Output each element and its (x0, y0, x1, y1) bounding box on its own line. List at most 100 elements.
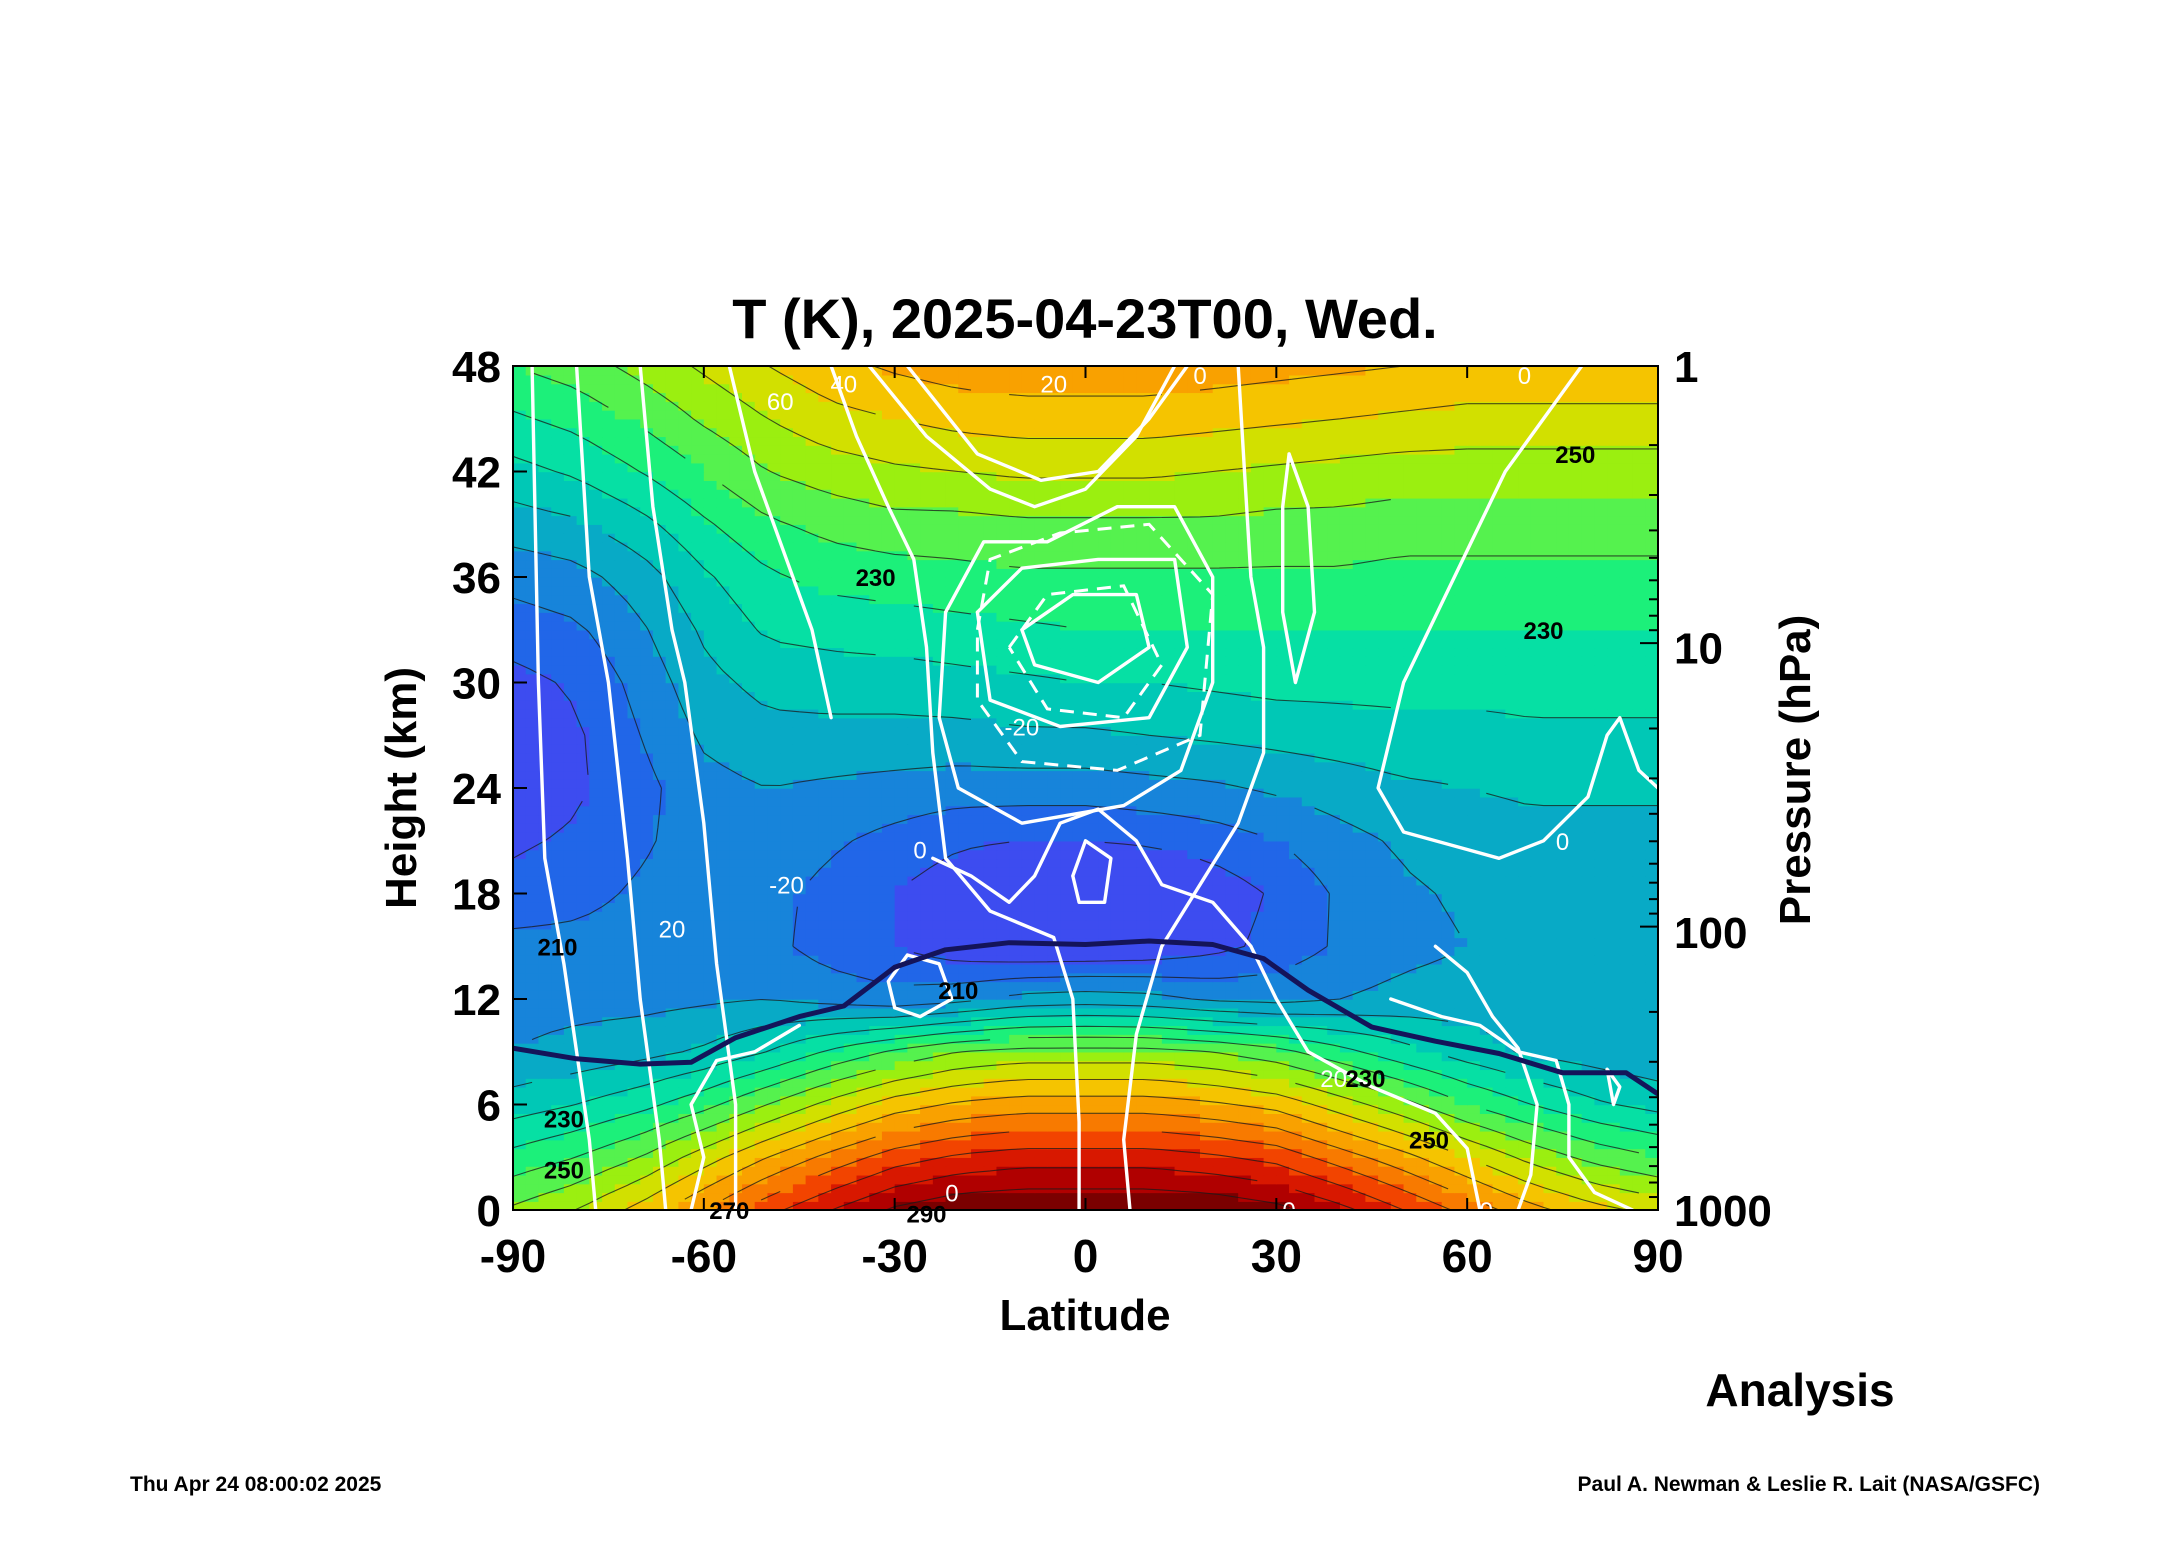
heat-cell (1187, 1157, 1201, 1167)
heat-cell (958, 1201, 972, 1210)
heat-cell (1556, 831, 1570, 842)
heat-cell (1632, 1069, 1646, 1079)
heat-cell (1098, 1174, 1112, 1185)
heat-cell (1556, 999, 1570, 1009)
heat-cell (1200, 875, 1214, 886)
heat-cell (805, 893, 820, 903)
heat-cell (563, 1201, 578, 1210)
heat-cell (1060, 999, 1074, 1009)
heat-cell (780, 1025, 794, 1035)
heat-cell (1530, 972, 1545, 983)
heat-cell (932, 1016, 947, 1027)
heat-cell (1352, 1201, 1367, 1210)
heat-cell (563, 796, 578, 807)
heat-cell (856, 752, 870, 763)
heat-cell (1060, 893, 1074, 903)
heat-cell (1238, 761, 1252, 772)
heat-cell (1365, 1122, 1379, 1132)
heat-cell (1136, 928, 1150, 939)
heat-cell (1594, 928, 1608, 939)
heat-cell (1543, 761, 1557, 772)
heat-cell (551, 999, 565, 1009)
heat-cell (1543, 805, 1557, 816)
heat-cell (1581, 805, 1596, 816)
heat-cell (1200, 1095, 1214, 1106)
heat-cell (818, 814, 832, 824)
heat-cell (1263, 919, 1278, 930)
heat-cell (1238, 884, 1252, 895)
heat-cell (1568, 779, 1583, 789)
heat-cell (869, 1086, 883, 1097)
heat-cell (1581, 849, 1596, 860)
heat-cell (996, 1201, 1010, 1210)
heat-cell (1123, 902, 1138, 912)
heat-cell (1225, 1148, 1239, 1158)
heat-cell (729, 884, 743, 895)
heat-cell (1467, 911, 1481, 921)
heat-cell (1365, 788, 1379, 798)
heat-cell (767, 840, 781, 851)
heat-cell (945, 1192, 959, 1202)
heat-cell (614, 823, 629, 833)
heat-cell (1378, 1007, 1392, 1018)
heat-cell (1378, 770, 1392, 780)
heat-cell (1212, 981, 1227, 991)
heat-cell (1543, 1042, 1557, 1053)
heat-cell (525, 814, 540, 824)
heat-cell (754, 726, 769, 736)
heat-cell (640, 726, 654, 736)
heat-cell (869, 1192, 883, 1202)
heat-cell (1238, 831, 1252, 842)
heat-cell (1174, 928, 1188, 939)
heat-cell (1200, 761, 1214, 772)
heat-cell (742, 1007, 756, 1018)
heat-cell (703, 796, 718, 807)
heat-cell (856, 1183, 870, 1194)
heat-cell (881, 1051, 896, 1062)
heat-cell (1518, 928, 1532, 939)
heat-cell (1518, 1086, 1532, 1097)
heat-cell (1607, 1201, 1621, 1210)
heat-cell (780, 1078, 794, 1088)
heat-cell (1390, 972, 1405, 983)
heat-cell (907, 831, 921, 842)
heat-cell (1009, 893, 1023, 903)
heat-cell (691, 1042, 705, 1053)
heat-cell (1619, 744, 1634, 754)
heat-cell (1187, 752, 1201, 763)
heat-cell (602, 717, 616, 728)
heat-cell (1505, 955, 1519, 965)
heat-cell (894, 1034, 909, 1044)
heat-cell (869, 831, 883, 842)
heat-cell (1276, 902, 1290, 912)
heat-cell (1327, 1051, 1341, 1062)
heat-cell (1327, 752, 1341, 763)
heat-cell (831, 946, 845, 956)
heat-cell (1034, 823, 1049, 833)
heat-cell (1212, 779, 1227, 789)
heat-cell (831, 1034, 845, 1044)
heat-cell (627, 744, 641, 754)
heat-cell (1530, 1016, 1545, 1027)
heat-cell (1429, 1148, 1443, 1158)
heat-cell (1187, 1192, 1201, 1202)
heat-cell (1276, 875, 1290, 886)
heat-cell (1390, 1166, 1405, 1176)
heat-cell (1556, 1174, 1570, 1185)
heat-cell (538, 1122, 552, 1132)
heat-cell (1072, 1007, 1087, 1018)
heat-cell (805, 761, 820, 772)
heat-cell (1314, 735, 1328, 745)
heat-cell (1289, 849, 1303, 860)
heat-cell (1136, 911, 1150, 921)
heat-cell (1632, 928, 1646, 939)
heat-cell (1021, 1104, 1036, 1114)
heat-cell (1161, 1016, 1176, 1027)
heat-cell (1518, 875, 1532, 886)
heat-cell (1314, 1060, 1328, 1071)
heat-cell (1339, 893, 1354, 903)
heat-cell (1060, 752, 1074, 763)
heat-cell (996, 823, 1010, 833)
heat-cell (843, 805, 858, 816)
heat-cell (1543, 858, 1557, 868)
